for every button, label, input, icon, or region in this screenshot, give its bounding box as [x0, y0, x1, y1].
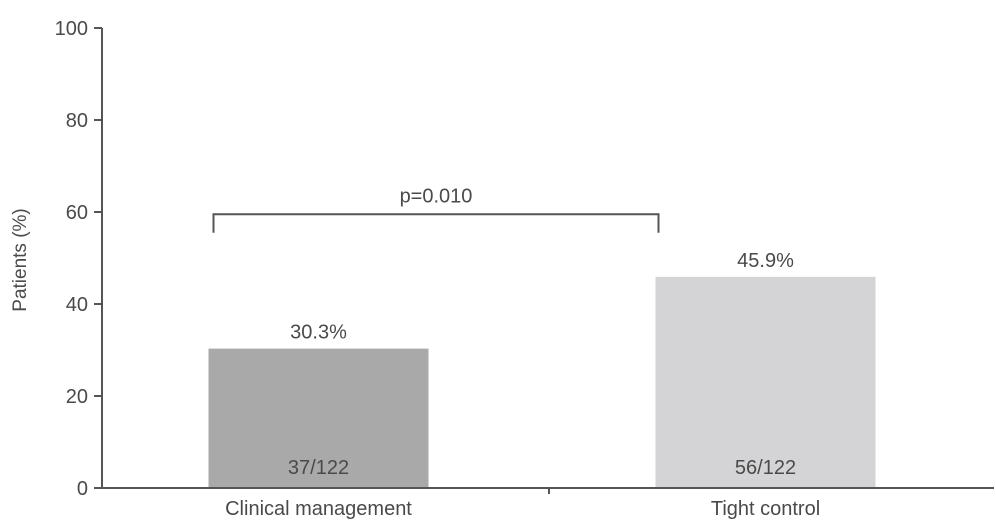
significance-annotation: p=0.010 — [212, 185, 660, 233]
bar — [655, 276, 876, 488]
y-axis-label: Patients (%) — [10, 208, 31, 311]
y-axis-ticks: 0 20 40 60 80 100 — [55, 18, 102, 500]
bars-group: 30.3% 37/122 45.9% 56/122 — [208, 250, 876, 488]
y-tick-label: 0 — [77, 478, 88, 500]
y-tick-label: 40 — [66, 294, 88, 316]
bar — [208, 348, 429, 488]
x-category-label: Tight control — [711, 498, 820, 520]
bar-count-label: 37/122 — [288, 457, 349, 479]
bar-value-label: 45.9% — [737, 250, 794, 272]
y-tick-label: 80 — [66, 110, 88, 132]
significance-bracket — [212, 213, 660, 233]
y-tick-label: 60 — [66, 202, 88, 224]
x-category-label: Clinical management — [225, 498, 412, 520]
bar-count-label: 56/122 — [735, 457, 796, 479]
x-axis-labels: Clinical management Tight control — [225, 498, 820, 520]
y-tick-label: 20 — [66, 386, 88, 408]
p-value-label: p=0.010 — [400, 185, 473, 207]
axes — [101, 28, 994, 494]
y-tick-label: 100 — [55, 18, 88, 40]
bar-value-label: 30.3% — [290, 322, 347, 344]
